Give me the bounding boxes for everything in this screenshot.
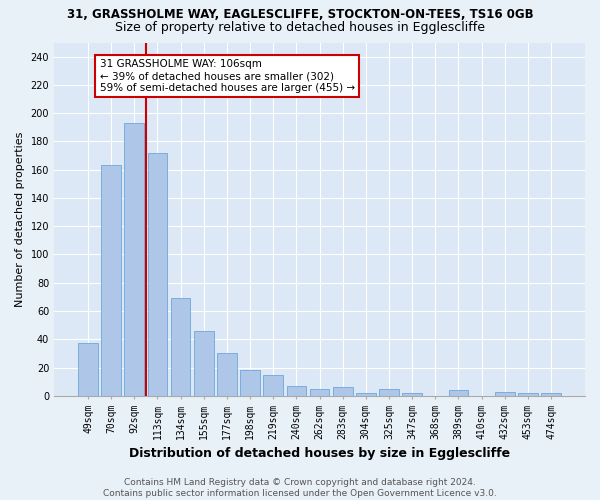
Bar bbox=[287, 386, 306, 396]
Bar bbox=[541, 393, 561, 396]
Text: 31 GRASSHOLME WAY: 106sqm
← 39% of detached houses are smaller (302)
59% of semi: 31 GRASSHOLME WAY: 106sqm ← 39% of detac… bbox=[100, 60, 355, 92]
Bar bbox=[402, 393, 422, 396]
Bar bbox=[495, 392, 515, 396]
Bar bbox=[379, 388, 399, 396]
Bar bbox=[356, 393, 376, 396]
Text: Contains HM Land Registry data © Crown copyright and database right 2024.
Contai: Contains HM Land Registry data © Crown c… bbox=[103, 478, 497, 498]
Bar bbox=[333, 388, 353, 396]
Bar bbox=[101, 166, 121, 396]
Bar bbox=[310, 388, 329, 396]
Bar bbox=[148, 152, 167, 396]
Text: Size of property relative to detached houses in Egglescliffe: Size of property relative to detached ho… bbox=[115, 21, 485, 34]
Bar bbox=[194, 331, 214, 396]
Bar bbox=[124, 123, 144, 396]
Bar bbox=[263, 374, 283, 396]
Bar bbox=[240, 370, 260, 396]
Text: 31, GRASSHOLME WAY, EAGLESCLIFFE, STOCKTON-ON-TEES, TS16 0GB: 31, GRASSHOLME WAY, EAGLESCLIFFE, STOCKT… bbox=[67, 8, 533, 20]
Bar bbox=[449, 390, 468, 396]
Y-axis label: Number of detached properties: Number of detached properties bbox=[15, 132, 25, 307]
Bar bbox=[217, 354, 237, 396]
Bar bbox=[171, 298, 190, 396]
Bar bbox=[518, 393, 538, 396]
Bar bbox=[78, 344, 98, 396]
X-axis label: Distribution of detached houses by size in Egglescliffe: Distribution of detached houses by size … bbox=[129, 447, 510, 460]
